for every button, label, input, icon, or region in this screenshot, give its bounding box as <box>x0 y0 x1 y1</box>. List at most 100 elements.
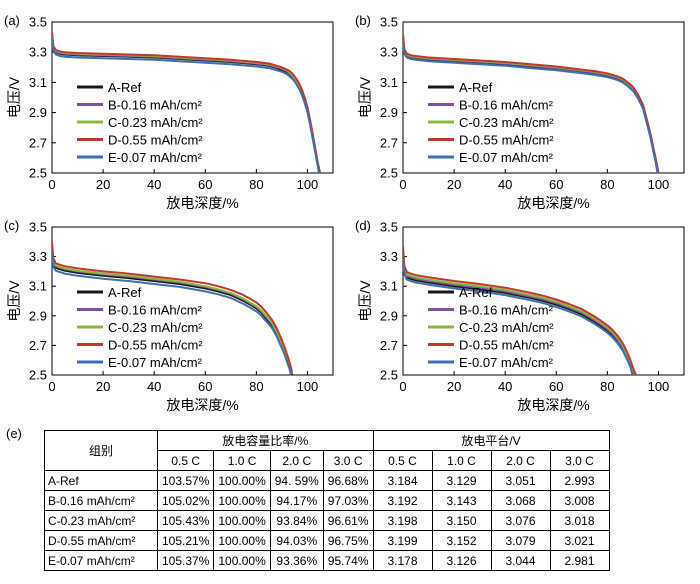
x-tick-label: 40 <box>498 379 512 394</box>
legend-label: A-Ref <box>459 285 493 300</box>
series-line-5 <box>52 252 292 375</box>
x-tick-label: 100 <box>297 177 319 192</box>
table-cell: 3.021 <box>549 530 610 551</box>
legend-label: B-0.16 mAh/cm² <box>108 303 203 318</box>
table-cell: 95.74% <box>322 550 374 571</box>
series-line-5 <box>403 255 634 375</box>
table-cell: 94.17% <box>269 490 324 511</box>
table-cell: 2.993 <box>549 470 610 491</box>
row-label: B-0.16 mAh/cm² <box>44 490 158 511</box>
x-tick-label: 20 <box>96 379 110 394</box>
table-cell: 96.61% <box>322 510 374 531</box>
table-cell: 100.00% <box>213 510 271 531</box>
table-cell: 3.044 <box>490 550 551 571</box>
y-tick-label: 3.3 <box>380 45 398 60</box>
table-header-plateau: 放电平台/V <box>372 430 610 451</box>
plot-frame <box>402 226 685 376</box>
plot-frame <box>402 21 685 174</box>
y-tick-label: 2.9 <box>29 308 47 323</box>
plot-frame <box>51 226 334 376</box>
table-cell: 96.68% <box>322 470 374 491</box>
y-tick-label: 2.5 <box>29 166 47 181</box>
x-tick-label: 20 <box>447 379 461 394</box>
panel-tag-c: (c) <box>4 218 20 233</box>
table-subheader: 2.0 C <box>490 450 551 471</box>
legend-label: A-Ref <box>459 80 493 95</box>
legend-label: E-0.07 mAh/cm² <box>108 150 203 165</box>
chart-panel-1: 0 20 40 60 80 100 2.5 2.7 2.9 3.1 3.3 3.5 放电深度/% 电压/V… <box>6 15 334 211</box>
legend-label: E-0.07 mAh/cm² <box>108 355 203 370</box>
legend-label: C-0.23 mAh/cm² <box>108 115 203 130</box>
legend-label: D-0.55 mAh/cm² <box>459 133 554 148</box>
series-line-4 <box>52 32 321 173</box>
x-axis-label: 放电深度/% <box>166 397 238 413</box>
x-tick-label: 0 <box>48 177 55 192</box>
x-tick-label: 40 <box>147 177 161 192</box>
y-tick-label: 3.5 <box>380 220 398 235</box>
x-tick-label: 40 <box>498 177 512 192</box>
table-cell: 105.37% <box>156 550 215 571</box>
table-subheader: 2.0 C <box>269 450 324 471</box>
x-tick-label: 60 <box>198 379 212 394</box>
table-cell: 94.03% <box>269 530 324 551</box>
row-label: C-0.23 mAh/cm² <box>44 510 158 531</box>
legend-label: E-0.07 mAh/cm² <box>459 150 554 165</box>
y-tick-label: 3.1 <box>29 279 47 294</box>
series-line-3 <box>52 246 294 374</box>
table-body: A-Ref 103.57% 100.00% 94. 59% 96.68% 3.184 3.1… <box>44 470 610 571</box>
table-cell: 3.184 <box>372 470 433 491</box>
y-tick-label: 3.3 <box>380 249 398 264</box>
table-cell: 96.75% <box>322 530 374 551</box>
table-cell: 3.126 <box>431 550 492 571</box>
y-tick-label: 2.9 <box>380 308 398 323</box>
results-table: 组别 放电容量比率/% 放电平台/V 0.5 C 1.0 C 2.0 C 3.0… <box>44 430 610 571</box>
table-row: B-0.16 mAh/cm² 105.02% 100.00% 94.17% 97.03%… <box>44 490 610 511</box>
table-cell: 3.150 <box>431 510 492 531</box>
legend-label: B-0.16 mAh/cm² <box>459 303 554 318</box>
row-label: E-0.07 mAh/cm² <box>44 550 158 571</box>
x-tick-label: 20 <box>96 177 110 192</box>
x-tick-label: 100 <box>648 177 670 192</box>
legend-label: D-0.55 mAh/cm² <box>459 338 554 353</box>
y-tick-label: 2.7 <box>29 338 47 353</box>
y-tick-label: 3.5 <box>29 15 47 30</box>
table-cell: 100.00% <box>213 530 271 551</box>
row-label: D-0.55 mAh/cm² <box>44 530 158 551</box>
x-tick-label: 40 <box>147 379 161 394</box>
x-tick-label: 80 <box>600 177 614 192</box>
legend-label: B-0.16 mAh/cm² <box>459 98 554 113</box>
legend-label: E-0.07 mAh/cm² <box>459 355 554 370</box>
table-cell: 3.178 <box>372 550 433 571</box>
x-tick-label: 60 <box>198 177 212 192</box>
table-subheader: 1.0 C <box>431 450 492 471</box>
table-cell: 100.00% <box>213 470 271 491</box>
legend-label: B-0.16 mAh/cm² <box>108 98 203 113</box>
y-axis-label: 电压/V <box>357 76 373 118</box>
y-tick-label: 2.7 <box>380 135 398 150</box>
table-cell: 100.00% <box>213 550 271 571</box>
y-axis-label: 电压/V <box>6 76 22 118</box>
y-tick-label: 3.1 <box>380 75 398 90</box>
legend-label: C-0.23 mAh/cm² <box>459 115 554 130</box>
table-row: A-Ref 103.57% 100.00% 94. 59% 96.68% 3.184 3.1… <box>44 470 610 491</box>
y-tick-label: 3.1 <box>29 75 47 90</box>
y-tick-label: 3.5 <box>29 220 47 235</box>
series-line-4 <box>52 241 294 373</box>
table-cell: 3.198 <box>372 510 433 531</box>
x-tick-label: 0 <box>48 379 55 394</box>
x-tick-label: 100 <box>297 379 319 394</box>
legend-label: C-0.23 mAh/cm² <box>108 320 203 335</box>
legend-label: C-0.23 mAh/cm² <box>459 320 554 335</box>
x-axis-label: 放电深度/% <box>517 195 589 211</box>
table-cell: 105.21% <box>156 530 215 551</box>
table-cell: 3.018 <box>549 510 610 531</box>
table-cell: 3.051 <box>490 470 551 491</box>
y-tick-label: 2.5 <box>29 368 47 383</box>
y-tick-label: 2.5 <box>380 368 398 383</box>
panel-tag-a: (a) <box>4 13 20 28</box>
x-tick-label: 60 <box>549 379 563 394</box>
table-cell: 94. 59% <box>269 470 324 491</box>
panel-tag-b: (b) <box>355 13 371 28</box>
charts-canvas: 0 20 40 60 80 100 2.5 2.7 2.9 3.1 3.3 3.5 放电深度/% 电压/V… <box>6 15 685 413</box>
table-header-group: 组别 <box>44 430 158 471</box>
